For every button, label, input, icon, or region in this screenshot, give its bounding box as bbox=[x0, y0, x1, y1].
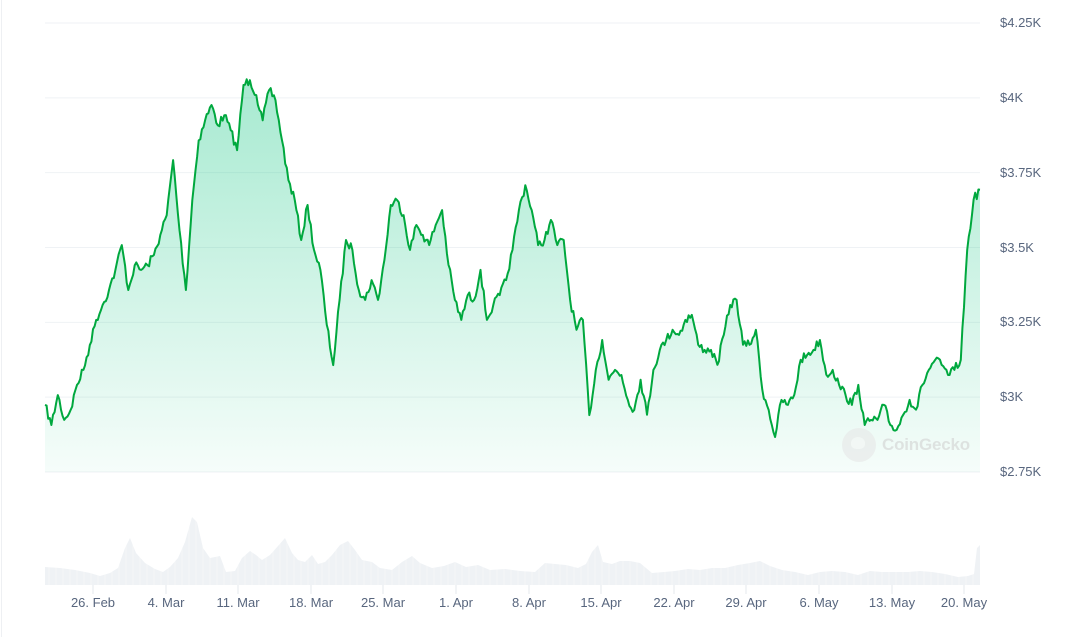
x-axis-label: 13. May bbox=[868, 595, 916, 610]
watermark-text: CoinGecko bbox=[882, 435, 970, 454]
y-axis-label: $3.5K bbox=[1000, 239, 1034, 255]
x-axis-label: 4. Mar bbox=[147, 595, 185, 610]
x-axis-label: 22. Apr bbox=[653, 595, 695, 610]
y-axis-label: $3K bbox=[1000, 389, 1024, 405]
x-axis-label: 20. May bbox=[940, 595, 988, 610]
x-axis-label: 26. Feb bbox=[70, 595, 116, 610]
x-axis-label: 6. May bbox=[799, 595, 839, 610]
x-axis-label: 15. Apr bbox=[580, 595, 622, 610]
y-axis-label: $3.25K bbox=[1000, 314, 1042, 330]
y-axis-label: $3.75K bbox=[1000, 164, 1042, 180]
coingecko-logo-icon bbox=[842, 428, 876, 462]
x-axis-label: 29. Apr bbox=[725, 595, 767, 610]
volume-bar-gaps bbox=[48, 515, 974, 585]
x-axis-label: 1. Apr bbox=[439, 595, 473, 610]
x-axis-label: 18. Mar bbox=[288, 595, 334, 610]
x-axis-label: 25. Mar bbox=[360, 595, 406, 610]
y-axis-label: $4K bbox=[1000, 89, 1024, 105]
y-axis-label: $2.75K bbox=[1000, 464, 1042, 479]
x-axis-label: 11. Mar bbox=[216, 595, 260, 610]
price-area-fill bbox=[45, 79, 980, 473]
volume-area bbox=[45, 517, 980, 585]
x-axis-label: 8. Apr bbox=[512, 595, 546, 610]
x-axis-ticks bbox=[92, 585, 965, 594]
coingecko-watermark: CoinGecko bbox=[842, 428, 970, 462]
y-axis-label: $4.25K bbox=[1000, 15, 1042, 30]
price-line[interactable] bbox=[44, 78, 981, 438]
